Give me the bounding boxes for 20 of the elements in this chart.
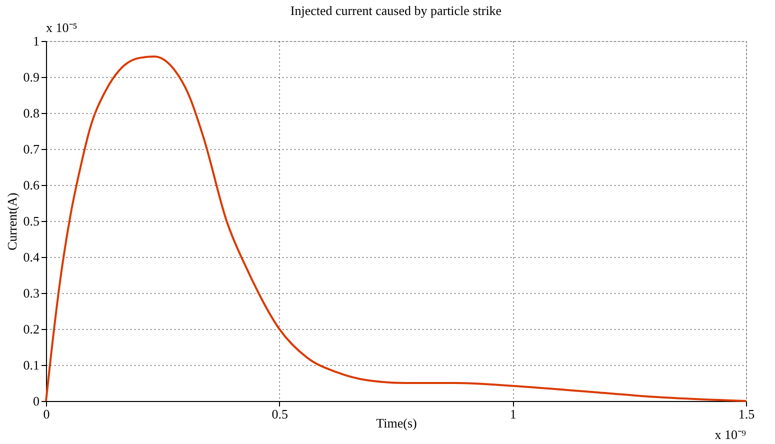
x-axis-title: Time(s): [376, 416, 417, 430]
y-axis-title: Current(A): [4, 192, 20, 250]
y-tick-label: 0.4: [23, 250, 40, 264]
y-tick-label: 0.8: [23, 106, 40, 120]
y-tick-label: 0.3: [23, 286, 40, 300]
y-tick-label: 0.2: [23, 322, 40, 336]
text: x 10⁻⁵: [46, 20, 78, 35]
y-tick-label: 1: [33, 34, 40, 48]
x-tick-label: 0: [43, 406, 50, 422]
text: x 10⁻⁹: [714, 427, 746, 442]
y-tick-label: 0.5: [23, 214, 40, 228]
y-tick-label: 0.1: [23, 358, 40, 372]
y-tick-label: 0: [33, 394, 40, 408]
y-tick-label: 0.9: [23, 70, 40, 84]
y-tick-label: 0.6: [23, 178, 40, 192]
chart-title: Injected current caused by particle strike: [290, 3, 502, 18]
x-tick-label: 0.5: [272, 406, 288, 422]
x-tick-label: 1: [510, 406, 516, 422]
y-tick-label: 0.7: [23, 142, 40, 156]
x-tick-label: 1.5: [738, 406, 755, 422]
